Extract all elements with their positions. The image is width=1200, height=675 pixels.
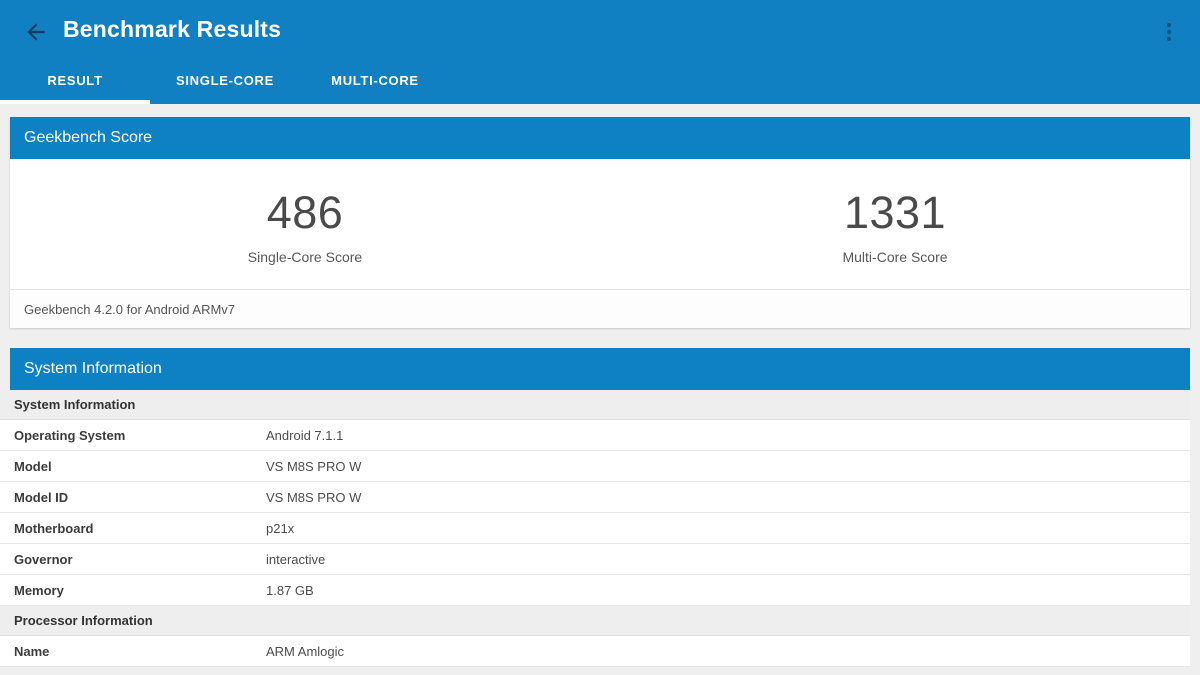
app-bar-top-row: Benchmark Results [0,0,1200,62]
geekbench-score-card-header: Geekbench Score [10,117,1190,159]
tab-multi-core[interactable]: MULTI-CORE [331,73,419,88]
tab-result[interactable]: RESULT [47,73,103,88]
system-information-header: System Information [10,348,1190,390]
table-cell-value: 1.87 GB [266,582,314,598]
table-cell-key: Processor Information [14,613,153,628]
tab-selection-indicator [0,100,150,104]
table-cell-value: VS M8S PRO W [266,458,362,474]
app-bar: Benchmark Results RESULT SINGLE-CORE MUL… [0,0,1200,104]
dot [1167,37,1171,41]
table-section-row: Processor Information [0,606,1190,636]
page-title: Benchmark Results [63,16,282,42]
multi-core-score-label: Multi-Core Score [842,248,948,265]
table-row[interactable]: Operating System Android 7.1.1 [0,420,1190,451]
table-cell-value: interactive [266,551,326,567]
dot [1167,23,1171,27]
tab-single-core[interactable]: SINGLE-CORE [176,73,274,88]
multi-core-score-cell: 1331 Multi-Core Score [600,159,1190,289]
table-cell-key: Operating System [14,427,126,443]
single-core-score-cell: 486 Single-Core Score [10,159,600,289]
table-row[interactable]: Governor interactive [0,544,1190,575]
table-row[interactable]: Model VS M8S PRO W [0,451,1190,482]
tab-bar: RESULT SINGLE-CORE MULTI-CORE [0,62,1200,104]
single-core-score-label: Single-Core Score [247,248,363,265]
table-cell-value: Android 7.1.1 [266,427,344,443]
table-section-row: System Information [0,390,1190,420]
multi-core-score-value: 1331 [843,186,947,238]
dot [1167,30,1171,34]
more-vert-icon[interactable] [1157,20,1181,44]
score-body: 486 Single-Core Score 1331 Multi-Core Sc… [10,159,1190,290]
table-row[interactable]: Name ARM Amlogic [0,636,1190,667]
system-information-table: System Information Operating System Androi… [0,390,1190,667]
geekbench-score-card: Geekbench Score 486 Single-Core Score 13… [10,117,1190,328]
table-cell-key: Model [14,458,52,474]
table-cell-value: VS M8S PRO W [266,489,362,505]
table-row[interactable]: Model ID VS M8S PRO W [0,482,1190,513]
table-cell-key: Governor [14,551,73,567]
table-row[interactable]: Memory 1.87 GB [0,575,1190,606]
table-cell-value: ARM Amlogic [266,643,345,659]
table-cell-key: Memory [14,582,64,598]
back-arrow-icon[interactable] [22,18,50,46]
table-cell-key: System Information [14,397,136,412]
table-cell-key: Name [14,643,50,659]
table-cell-key: Motherboard [14,520,94,536]
table-cell-value: p21x [266,520,295,536]
geekbench-version-footer: Geekbench 4.2.0 for Android ARMv7 [10,290,1190,328]
single-core-score-value: 486 [266,186,344,238]
table-cell-key: Model ID [14,489,69,505]
table-row[interactable]: Motherboard p21x [0,513,1190,544]
